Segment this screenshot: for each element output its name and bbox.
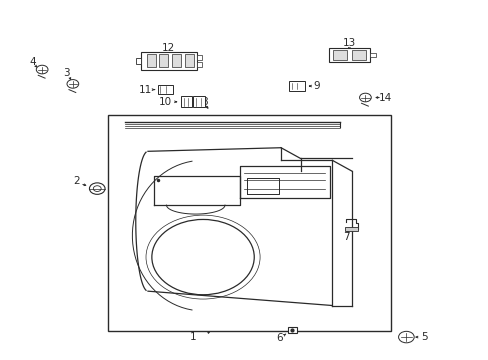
Bar: [146, 54, 155, 67]
Bar: [197, 62, 202, 67]
Text: 8: 8: [201, 97, 207, 107]
Text: 9: 9: [313, 81, 319, 91]
Text: 6: 6: [276, 333, 283, 343]
Bar: [159, 54, 168, 67]
Bar: [192, 96, 204, 107]
Bar: [184, 54, 193, 67]
Text: 5: 5: [421, 332, 427, 342]
Bar: [289, 81, 305, 91]
Bar: [287, 327, 296, 333]
Text: 3: 3: [63, 68, 70, 78]
Bar: [158, 85, 173, 94]
Text: 14: 14: [379, 93, 392, 103]
Bar: [141, 52, 197, 69]
Bar: [136, 58, 141, 64]
Text: 4: 4: [29, 57, 36, 67]
Bar: [197, 55, 202, 59]
Text: 2: 2: [73, 176, 80, 186]
Text: 11: 11: [138, 85, 151, 95]
Bar: [333, 50, 346, 60]
Text: 13: 13: [342, 38, 355, 48]
Text: 1: 1: [190, 332, 196, 342]
Bar: [180, 96, 192, 107]
Bar: [351, 50, 365, 60]
Bar: [369, 53, 375, 57]
Text: 7: 7: [343, 232, 349, 242]
Bar: [108, 116, 390, 330]
Text: 12: 12: [162, 43, 175, 53]
Text: 10: 10: [159, 97, 172, 107]
Bar: [345, 227, 357, 230]
Bar: [328, 48, 369, 62]
Bar: [172, 54, 181, 67]
